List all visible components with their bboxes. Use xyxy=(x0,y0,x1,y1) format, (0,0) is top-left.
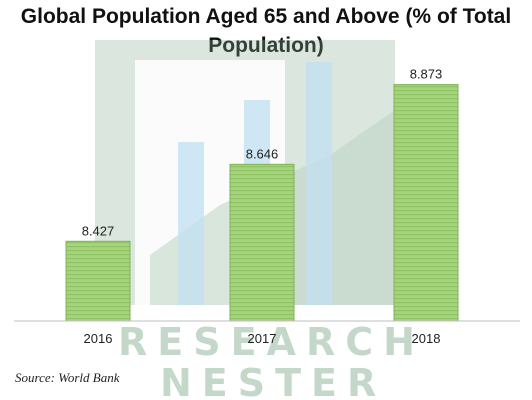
bar-2018 xyxy=(393,84,459,322)
chart-title: Global Population Aged 65 and Above (% o… xyxy=(0,2,532,60)
bar-2016 xyxy=(65,240,131,322)
x-tick-label-2018: 2018 xyxy=(412,331,441,346)
chart-title-line-2: Population) xyxy=(0,31,532,60)
chart-title-line-1: Global Population Aged 65 and Above (% o… xyxy=(20,5,512,28)
bar-2017 xyxy=(229,163,295,322)
data-label-2016: 8.427 xyxy=(82,223,115,238)
x-tick-label-2016: 2016 xyxy=(84,331,113,346)
watermark-text-line-2: NESTER xyxy=(160,361,386,400)
x-tick-label-2017: 2017 xyxy=(248,331,277,346)
source-note: Source: World Bank xyxy=(15,370,120,385)
data-label-2018: 8.873 xyxy=(410,67,443,82)
data-label-2017: 8.646 xyxy=(246,146,279,161)
watermark-text-line-1: RESEARCH xyxy=(118,320,425,364)
